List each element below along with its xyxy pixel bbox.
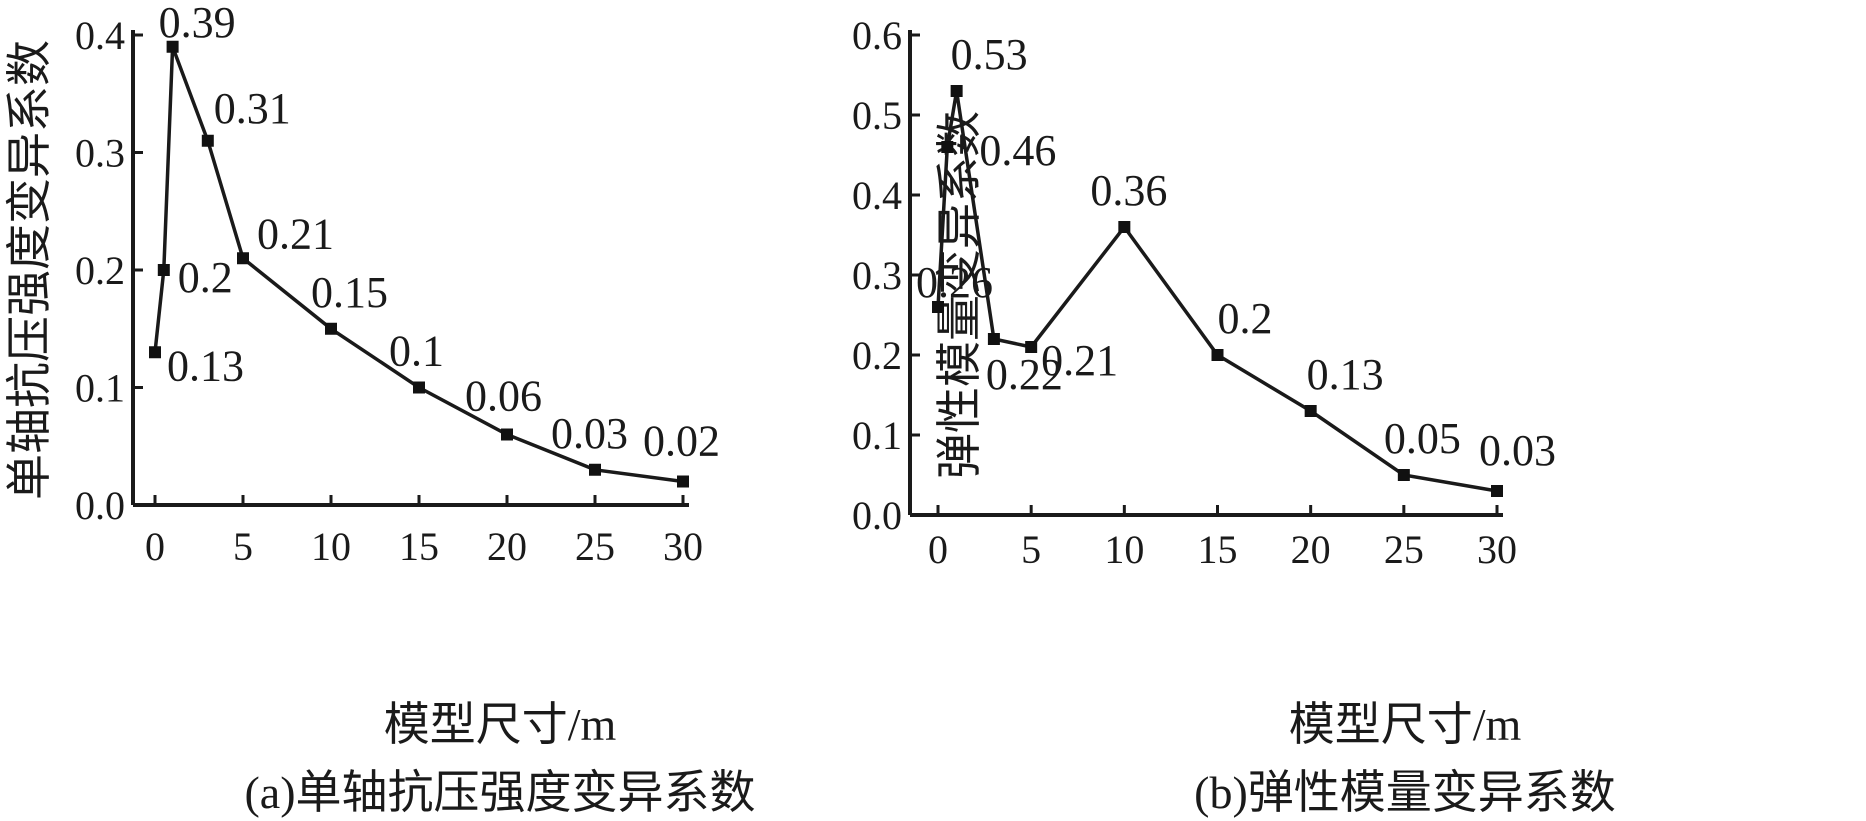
chart-a-data-point <box>149 346 161 359</box>
chart-a-y-tick-label: 0.3 <box>75 131 125 176</box>
chart-a-y-tick-label: 0.0 <box>75 483 125 528</box>
chart-a-x-tick-label: 5 <box>233 524 253 569</box>
chart-a-y-tick-label: 0.1 <box>75 366 125 411</box>
chart-b-data-label: 0.2 <box>1218 294 1273 343</box>
chart-a-data-point <box>325 322 337 335</box>
chart-b-ylabel: 弹性模量变异系数 <box>934 111 985 479</box>
chart-b-y-tick-label: 0.0 <box>852 493 902 538</box>
chart-a-data-label: 0.02 <box>643 417 720 466</box>
chart-b-data-label: 0.26 <box>916 258 993 307</box>
chart-b-x-tick-label: 30 <box>1477 527 1517 572</box>
chart-b-x-tick-label: 25 <box>1384 527 1424 572</box>
chart-b-y-tick-label: 0.5 <box>852 93 902 138</box>
chart-a-data-point <box>157 264 170 276</box>
chart-b-y-tick-label: 0.3 <box>852 253 902 298</box>
chart-b-xlabel: 模型尺寸/m <box>1289 699 1522 750</box>
chart-b-caption: (b)弹性模量变异系数 <box>1194 767 1616 818</box>
chart-a-data-point <box>501 428 513 441</box>
chart-b-data-label: 0.05 <box>1384 414 1461 463</box>
chart-a-data-point <box>413 381 425 394</box>
chart-a-ylabel: 单轴抗压强度变异系数 <box>4 40 55 500</box>
chart-a-y-tick-label: 0.2 <box>75 248 125 293</box>
chart-b-series-line <box>936 90 1498 493</box>
chart-a-data-label: 0.03 <box>551 409 628 458</box>
chart-b-data-label: 0.36 <box>1090 166 1167 215</box>
chart-b-data-label: 0.22 <box>986 350 1063 399</box>
chart-b-data-point <box>1118 221 1131 233</box>
chart-b-data-point <box>1491 485 1503 497</box>
chart-a-caption: (a)单轴抗压强度变异系数 <box>244 767 755 818</box>
chart-a-data-label: 0.1 <box>389 327 444 376</box>
chart-b-data-point <box>932 301 944 313</box>
chart-b-data-label: 0.13 <box>1307 350 1384 399</box>
chart-b-x-tick-label: 15 <box>1198 527 1238 572</box>
chart-a-data-label: 0.2 <box>178 253 233 302</box>
chart-b-data-point <box>941 141 954 153</box>
chart-b-data-point <box>1397 469 1410 481</box>
chart-a: (a)单轴抗压强度变异系数 模型尺寸/m 单轴抗压强度变异系数 0.00.10.… <box>4 0 756 818</box>
chart-b-data-label: 0.21 <box>1041 336 1118 385</box>
chart-b-x-tick-label: 5 <box>1021 527 1041 572</box>
chart-b-data-label: 0.03 <box>1479 426 1556 475</box>
chart-b-data-point <box>1304 405 1317 417</box>
chart-a-data-label: 0.13 <box>167 341 244 390</box>
chart-b-x-tick-label: 20 <box>1291 527 1331 572</box>
chart-a-data-label: 0.31 <box>214 84 291 133</box>
chart-a-data-point <box>201 134 214 147</box>
chart-a-data-point <box>677 475 689 488</box>
chart-a-x-tick-label: 25 <box>575 524 615 569</box>
chart-b-x-tick-label: 10 <box>1104 527 1144 572</box>
chart-b-y-tick-label: 0.4 <box>852 173 902 218</box>
chart-a-xlabel: 模型尺寸/m <box>384 699 617 750</box>
chart-a-x-tick-label: 30 <box>663 524 703 569</box>
chart-b-data-point <box>950 85 963 97</box>
chart-a-data-label: 0.39 <box>159 0 236 47</box>
chart-b-data-point <box>987 333 1000 345</box>
chart-a-data-point <box>166 40 179 53</box>
chart-a-x-tick-label: 0 <box>145 524 165 569</box>
chart-a-series-line <box>153 46 684 484</box>
chart-a-data-point <box>237 252 249 265</box>
chart-b: (b)弹性模量变异系数 模型尺寸/m 弹性模量变异系数 0.0 0.1 0.2 0.3… <box>852 13 1616 818</box>
chart-b-data-point <box>1211 349 1224 361</box>
chart-a-x-tick-label: 10 <box>311 524 351 569</box>
chart-b-y-tick-label: 0.1 <box>852 413 902 458</box>
chart-b-y-tick-label: 0.2 <box>852 333 902 378</box>
chart-a-data-label: 0.21 <box>257 209 334 258</box>
chart-a-y-tick-label: 0.4 <box>75 13 125 58</box>
chart-a-data-label: 0.15 <box>311 268 388 317</box>
chart-a-x-tick-label: 20 <box>487 524 527 569</box>
chart-b-y-tick-label: 0.6 <box>852 13 902 58</box>
chart-a-data-label: 0.06 <box>465 372 542 421</box>
chart-a-x-tick-label: 15 <box>399 524 439 569</box>
chart-b-x-tick-label: 0 <box>928 527 948 572</box>
chart-a-data-point <box>589 463 601 476</box>
chart-b-data-point <box>1025 341 1038 353</box>
chart-b-data-label: 0.53 <box>951 30 1028 79</box>
chart-b-data-label: 0.46 <box>979 126 1056 175</box>
